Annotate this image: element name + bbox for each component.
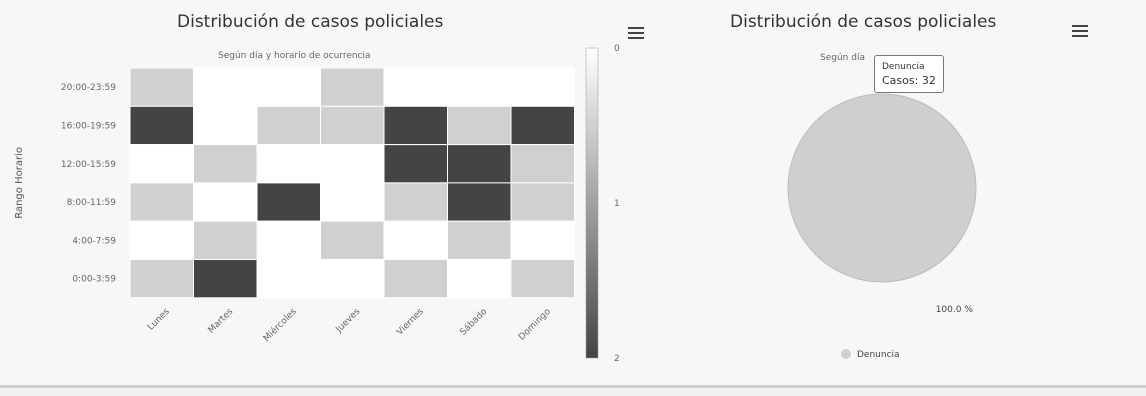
heatmap-cell xyxy=(447,220,512,260)
pie-tooltip-value: Casos: 32 xyxy=(882,74,936,87)
pie-panel: Distribución de casos policiales Según d… xyxy=(654,0,1146,385)
heatmap-cell xyxy=(129,67,194,107)
heatmap-cell xyxy=(447,67,512,107)
heatmap-menu-icon[interactable] xyxy=(626,24,646,42)
heatmap-panel: Distribución de casos policiales Según d… xyxy=(14,12,646,364)
heatmap-cell xyxy=(256,67,321,107)
heatmap-cell xyxy=(129,105,194,146)
heatmap-cell xyxy=(383,105,448,146)
heatmap-cell xyxy=(383,144,448,184)
colorscale-bar xyxy=(585,47,599,359)
heatmap-cell xyxy=(129,182,194,222)
heatmap-y-axis-label: Rango Horario xyxy=(14,147,25,219)
heatmap-y-tick: 20:00-23:59 xyxy=(61,83,116,93)
colorscale-tick: 2 xyxy=(614,354,620,364)
heatmap-cell xyxy=(447,182,512,222)
heatmap-y-tick: 16:00-19:59 xyxy=(61,121,116,131)
heatmap-cell xyxy=(383,220,448,260)
heatmap-cell xyxy=(193,259,258,299)
heatmap-y-tick: 8:00-11:59 xyxy=(67,198,117,208)
heatmap-cell xyxy=(510,182,575,222)
heatmap-chart: 20:00-23:59 16:00-19:59 12:00-15:59 8:00-11… xyxy=(14,44,620,364)
heatmap-cell xyxy=(256,182,321,222)
heatmap-cell xyxy=(383,182,448,222)
pie-tooltip-name: Denuncia xyxy=(882,62,925,72)
heatmap-cell xyxy=(320,182,385,222)
heatmap-cell xyxy=(510,144,575,184)
pie-data-label: 100.0 % xyxy=(936,305,974,315)
heatmap-y-tick: 12:00-15:59 xyxy=(61,160,116,170)
heatmap-x-tick: Martes xyxy=(207,307,236,336)
pie-tooltip: Denuncia Casos: 32 xyxy=(874,55,944,93)
heatmap-cell xyxy=(510,220,575,260)
legend-marker xyxy=(841,349,851,359)
heatmap-cell xyxy=(193,67,258,107)
heatmap-cell xyxy=(256,220,321,260)
pie-subtitle: Según día xyxy=(820,53,865,63)
heatmap-cell xyxy=(510,67,575,107)
heatmap-cell xyxy=(320,144,385,184)
heatmap-cell xyxy=(447,259,512,299)
pie-slice-denuncia xyxy=(787,93,977,283)
heatmap-x-tick: Domingo xyxy=(517,307,553,343)
heatmap-x-tick: Lunes xyxy=(146,307,172,333)
heatmap-cell xyxy=(383,67,448,107)
pie-title: Distribución de casos policiales xyxy=(730,12,997,32)
heatmap-x-tick: Sábado xyxy=(458,307,489,338)
heatmap-cell xyxy=(256,144,321,184)
heatmap-cell xyxy=(193,182,258,222)
heatmap-cell xyxy=(447,105,512,146)
heatmap-cell xyxy=(510,105,575,146)
heatmap-subtitle: Según día y horario de ocurrencia xyxy=(218,51,371,61)
heatmap-cell xyxy=(129,144,194,184)
heatmap-y-tick: 4:00-7:59 xyxy=(72,236,116,246)
heatmap-x-tick: Viernes xyxy=(395,307,426,338)
heatmap-cell xyxy=(193,105,258,146)
colorscale-tick: 0 xyxy=(614,44,620,54)
heatmap-x-tick: Miércoles xyxy=(261,306,299,344)
heatmap-cell xyxy=(320,220,385,260)
heatmap-x-tick: Jueves xyxy=(334,307,363,336)
divider xyxy=(0,385,1146,388)
heatmap-cell xyxy=(320,105,385,146)
heatmap-cell xyxy=(193,220,258,260)
heatmap-cell xyxy=(129,220,194,260)
heatmap-cell xyxy=(510,259,575,299)
heatmap-cell xyxy=(447,144,512,184)
pie-chart: 100.0 % Denuncia xyxy=(787,93,977,360)
heatmap-cell xyxy=(129,259,194,299)
heatmap-cell xyxy=(256,105,321,146)
heatmap-cell xyxy=(193,144,258,184)
heatmap-y-tick: 0:00-3:59 xyxy=(72,275,116,285)
pie-menu-icon[interactable] xyxy=(1070,22,1090,40)
heatmap-title: Distribución de casos policiales xyxy=(177,12,444,32)
legend-label: Denuncia xyxy=(857,350,900,360)
heatmap-cell xyxy=(383,259,448,299)
heatmap-cell xyxy=(256,259,321,299)
heatmap-cell xyxy=(320,67,385,107)
heatmap-cell xyxy=(320,259,385,299)
colorscale-tick: 1 xyxy=(614,199,620,209)
